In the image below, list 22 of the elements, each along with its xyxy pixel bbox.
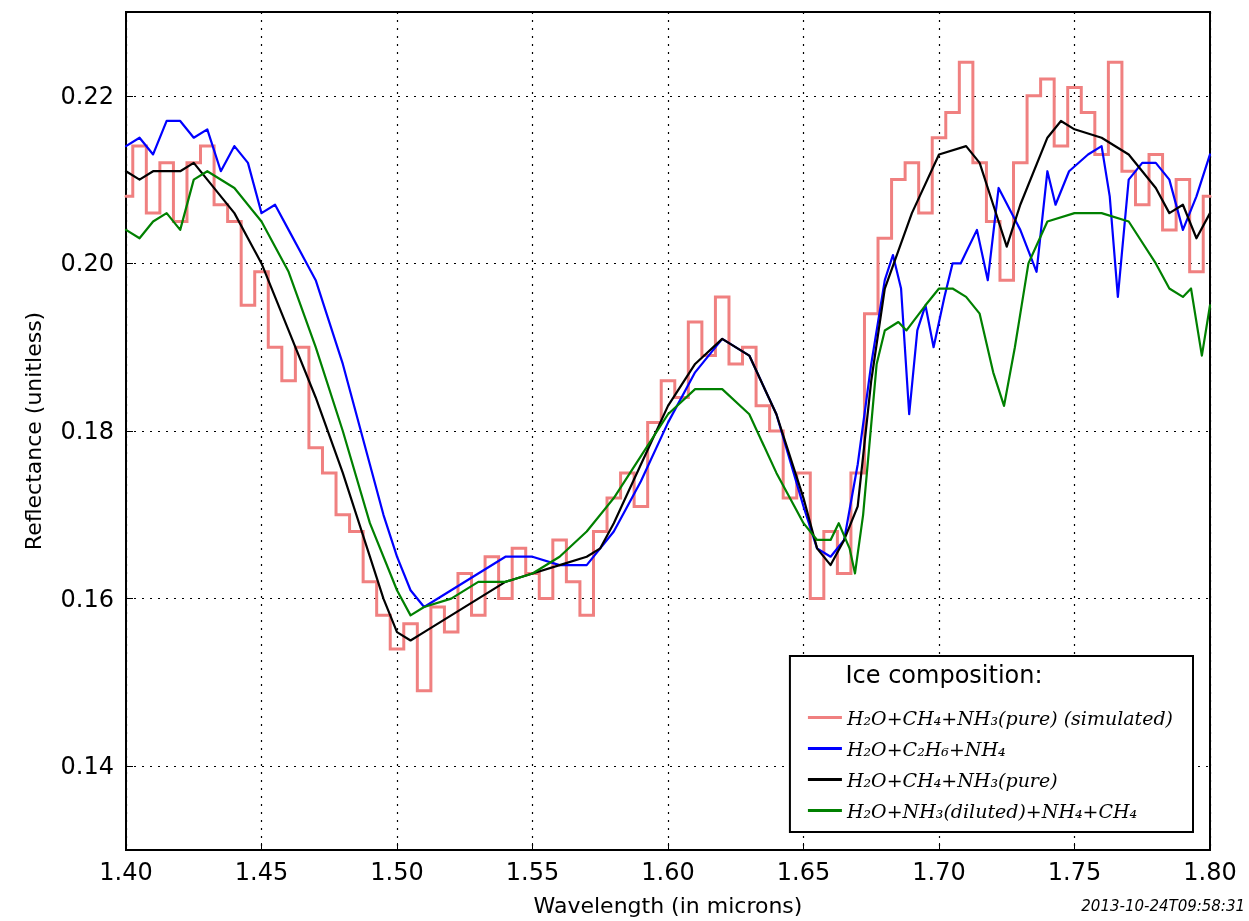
x-tick-label: 1.75 [1047, 858, 1102, 886]
text: 2013-10-24T09:58:31 [1081, 896, 1246, 915]
legend-label: H₂O+C₂H₆+NH₄ [845, 737, 1006, 760]
y-tick-label: 0.16 [60, 584, 114, 613]
y-tick-label: 0.22 [60, 81, 114, 110]
x-tick-label: 1.40 [99, 858, 153, 886]
y-tick-label: 0.14 [60, 752, 114, 781]
x-tick-label: 1.60 [641, 858, 695, 886]
x-tick-label: 1.70 [912, 858, 966, 886]
y-tick-label: 0.18 [60, 417, 114, 445]
legend-label: H₂O+CH₄+NH₃(pure) (simulated) [845, 706, 1174, 729]
y-tick-label: 0.20 [60, 249, 114, 278]
legend-label: H₂O+CH₄+NH₃(pure) [845, 768, 1058, 791]
legend-label: H₂O+NH₃(diluted)+NH₄+CH₄ [845, 799, 1138, 822]
x-axis-title: Wavelength (in microns) [533, 892, 803, 918]
legend-title: Ice composition: [845, 661, 1043, 689]
x-tick-label: 1.80 [1183, 858, 1237, 886]
x-tick-label: 1.45 [234, 858, 289, 886]
y-axis-title: Reflectance (unitless) [20, 311, 46, 551]
x-tick-label: 1.50 [370, 858, 424, 886]
x-tick-label: 1.65 [776, 858, 831, 886]
x-tick-label: 1.55 [505, 858, 560, 886]
